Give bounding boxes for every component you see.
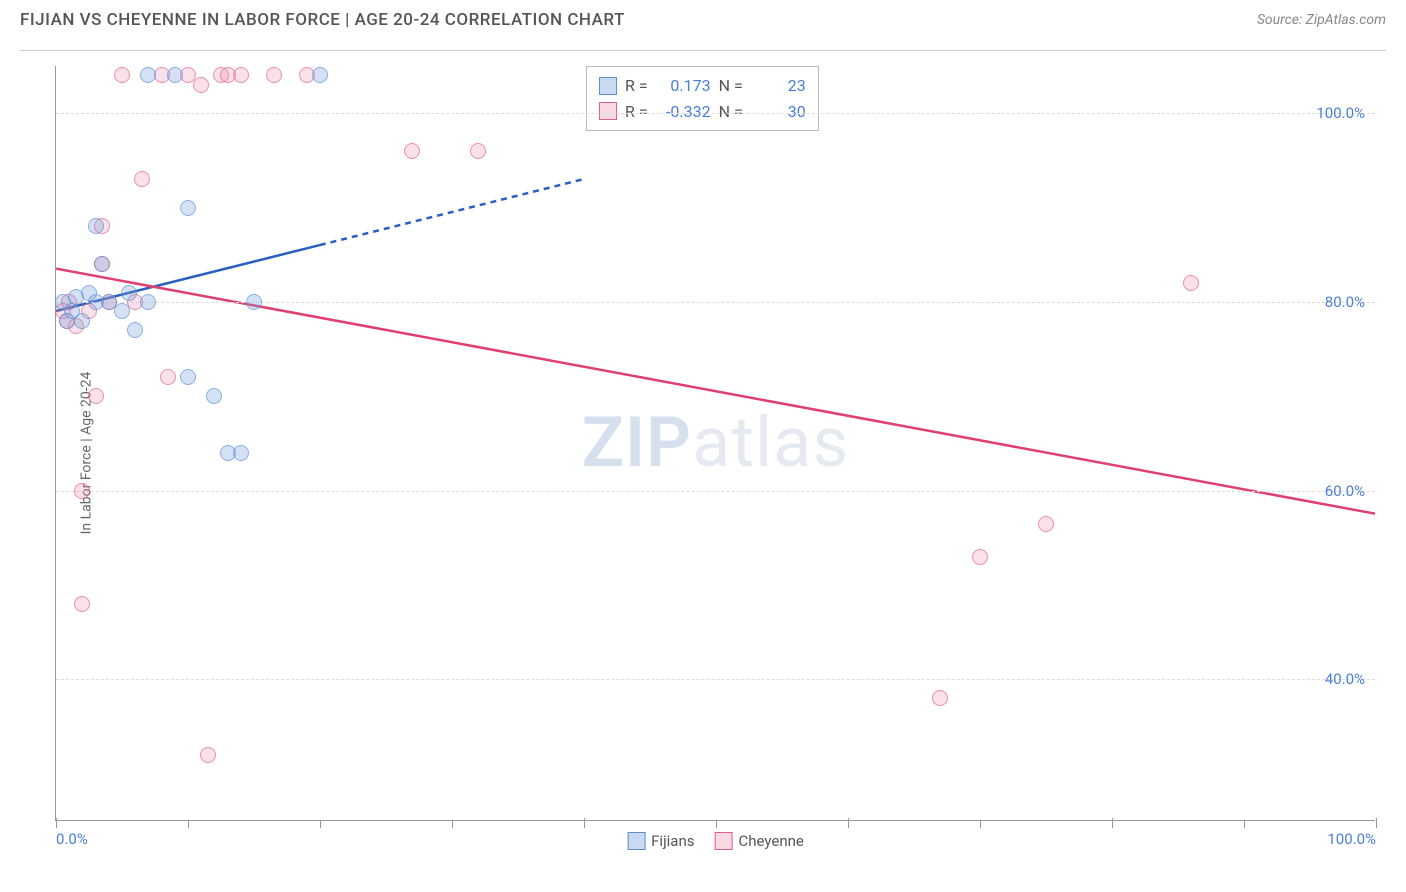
scatter-point-cheyenne	[74, 596, 90, 612]
scatter-point-cheyenne	[932, 690, 948, 706]
scatter-point-fijians	[140, 67, 156, 83]
r-label: R =	[625, 73, 648, 99]
x-tick	[848, 818, 849, 828]
scatter-point-cheyenne	[266, 67, 282, 83]
scatter-point-cheyenne	[88, 388, 104, 404]
stats-legend: R = 0.173 N = 23 R = -0.332 N = 30	[586, 66, 819, 131]
scatter-point-cheyenne	[1038, 516, 1054, 532]
watermark: ZIPatlas	[582, 402, 850, 484]
scatter-point-fijians	[180, 369, 196, 385]
scatter-point-fijians	[246, 294, 262, 310]
scatter-point-cheyenne	[160, 369, 176, 385]
y-tick-label: 60.0%	[1325, 482, 1365, 500]
legend-label-fijians: Fijians	[651, 832, 694, 850]
scatter-point-cheyenne	[200, 747, 216, 763]
legend-swatch-cheyenne	[714, 832, 732, 850]
x-tick	[320, 820, 321, 828]
gridline	[56, 113, 1375, 114]
gridline	[56, 679, 1375, 680]
legend-swatch-fijians	[627, 832, 645, 850]
x-tick	[584, 818, 585, 828]
source-attribution: Source: ZipAtlas.com	[1257, 12, 1386, 28]
scatter-point-fijians	[121, 285, 137, 301]
legend-label-cheyenne: Cheyenne	[738, 832, 803, 850]
n-value-cheyenne: 30	[751, 99, 806, 125]
scatter-point-fijians	[312, 67, 328, 83]
n-label: N =	[719, 99, 743, 125]
scatter-point-fijians	[114, 303, 130, 319]
x-tick	[56, 818, 57, 828]
scatter-point-cheyenne	[1183, 275, 1199, 291]
scatter-point-fijians	[206, 388, 222, 404]
scatter-point-fijians	[74, 313, 90, 329]
x-tick-label: 100.0%	[1327, 830, 1376, 848]
trend-lines	[56, 66, 1375, 820]
plot-area: ZIPatlas R = 0.173 N = 23 R = -0.332 N =…	[55, 66, 1375, 821]
scatter-point-cheyenne	[972, 549, 988, 565]
scatter-point-cheyenne	[134, 171, 150, 187]
y-tick-label: 40.0%	[1325, 670, 1365, 688]
legend-swatch-fijians	[599, 77, 617, 95]
x-tick-label: 0.0%	[56, 830, 88, 848]
r-value-cheyenne: -0.332	[656, 99, 711, 125]
scatter-point-cheyenne	[404, 143, 420, 159]
scatter-point-fijians	[127, 322, 143, 338]
n-value-fijians: 23	[751, 73, 806, 99]
scatter-point-fijians	[233, 445, 249, 461]
y-tick-label: 80.0%	[1325, 293, 1365, 311]
x-tick	[1244, 820, 1245, 828]
series-legend: Fijians Cheyenne	[627, 832, 804, 850]
x-tick	[452, 820, 453, 828]
y-tick-label: 100.0%	[1316, 104, 1365, 122]
scatter-point-fijians	[140, 294, 156, 310]
scatter-point-cheyenne	[74, 483, 90, 499]
x-tick	[1376, 818, 1377, 828]
x-tick	[188, 820, 189, 828]
scatter-point-cheyenne	[470, 143, 486, 159]
scatter-point-fijians	[167, 67, 183, 83]
n-label: N =	[719, 73, 743, 99]
scatter-point-cheyenne	[114, 67, 130, 83]
x-tick	[980, 820, 981, 828]
r-value-fijians: 0.173	[656, 73, 711, 99]
gridline	[56, 491, 1375, 492]
chart-container: In Labor Force | Age 20-24 ZIPatlas R = …	[20, 50, 1386, 855]
x-tick	[716, 820, 717, 828]
scatter-point-cheyenne	[233, 67, 249, 83]
chart-title: FIJIAN VS CHEYENNE IN LABOR FORCE | AGE …	[20, 10, 625, 30]
scatter-point-fijians	[88, 218, 104, 234]
scatter-point-fijians	[180, 200, 196, 216]
x-tick	[1112, 818, 1113, 828]
scatter-point-fijians	[94, 256, 110, 272]
r-label: R =	[625, 99, 648, 125]
scatter-point-cheyenne	[193, 77, 209, 93]
legend-swatch-cheyenne	[599, 102, 617, 120]
